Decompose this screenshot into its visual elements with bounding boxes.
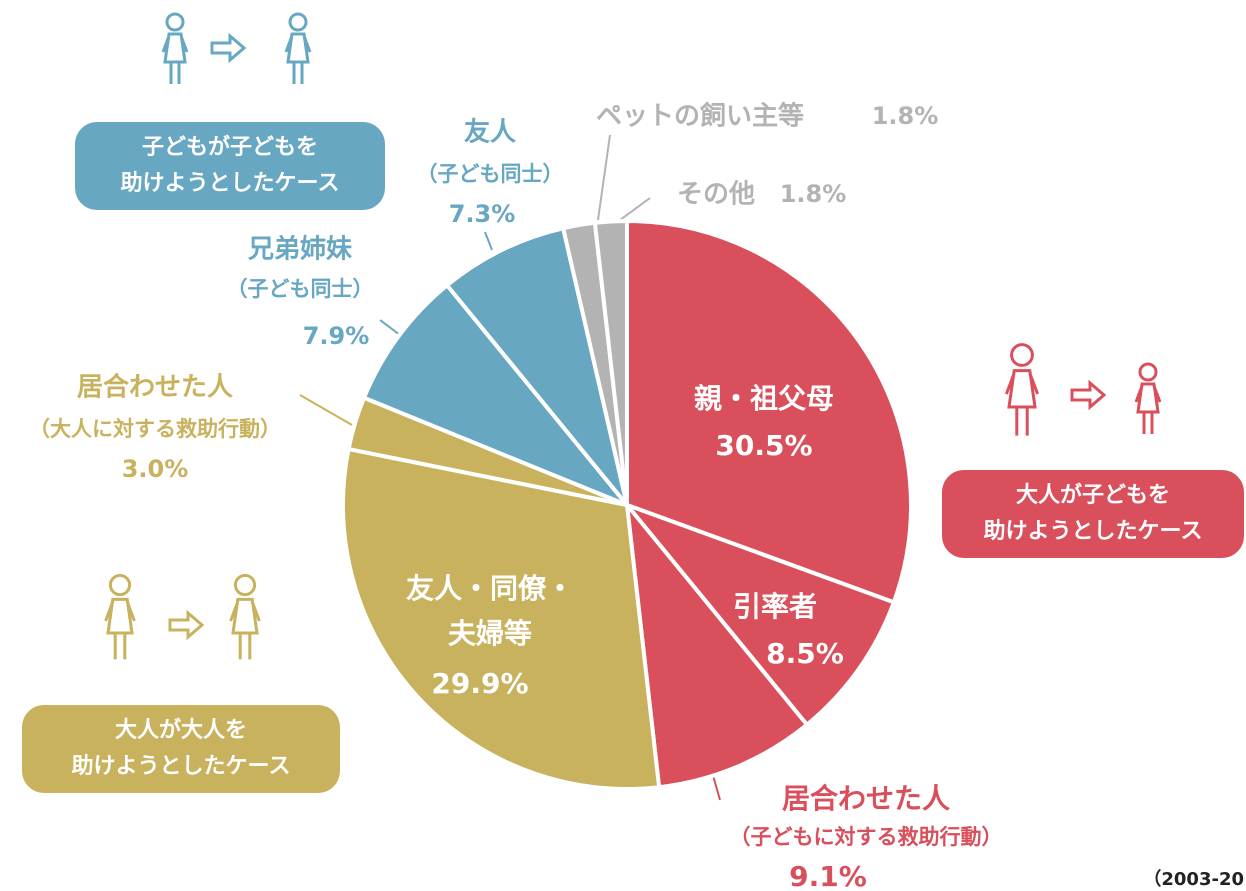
person-body: [161, 32, 189, 84]
slice-label: 親・祖父母: [694, 382, 834, 415]
leader-lines: [299, 134, 721, 801]
slice-label: 夫婦等: [448, 617, 532, 650]
slice-label: 友人: [464, 118, 516, 148]
person-body: [284, 32, 312, 84]
person-head: [1010, 343, 1034, 367]
pie-slice: [625, 503, 809, 790]
value-label: 1.8%: [780, 180, 847, 208]
slice-label: （子ども同士）: [417, 162, 564, 186]
person-head: [288, 12, 308, 32]
leader-line: [619, 197, 651, 221]
person-head: [165, 12, 185, 32]
value-label: 29.9%: [431, 667, 528, 700]
leader-line: [299, 394, 353, 426]
person-body: [229, 597, 261, 660]
leader-line: [379, 319, 401, 336]
slice-label: 兄弟姉妹: [248, 235, 352, 265]
pie-slice: [592, 219, 629, 507]
group-label: 大人が大人を: [115, 717, 247, 743]
slice-label: 引率者: [733, 590, 817, 623]
slice-label: ペットの飼い主等: [596, 101, 804, 132]
icons: [104, 12, 1162, 660]
person-body: [1004, 369, 1040, 436]
arrow: [210, 32, 247, 64]
group-box: [75, 122, 385, 210]
arrow: [168, 609, 205, 641]
slice-label: （大人に対する救助行動）: [29, 417, 281, 441]
pie-slice: [625, 219, 913, 605]
group-box: [942, 470, 1244, 558]
person-head: [1138, 362, 1158, 382]
group-label: 助けようとしたケース: [72, 754, 291, 779]
slice-label: （子ども同士）: [227, 277, 374, 301]
person-body: [104, 597, 136, 660]
leader-line: [484, 231, 493, 251]
person-head: [233, 573, 257, 597]
slice-label: 居合わせた人: [782, 782, 950, 815]
value-label: 7.3%: [449, 200, 516, 228]
group-label: 助けようとしたケース: [121, 171, 340, 196]
value-label: 8.5%: [766, 637, 844, 670]
slice-label: （子どもに対する救助行動）: [730, 825, 1003, 849]
value-label: 3.0%: [122, 455, 189, 483]
leader-line: [597, 134, 611, 221]
pie-slice: [341, 447, 662, 791]
group-label: 大人が子どもを: [1016, 482, 1170, 508]
group-box: [22, 705, 340, 793]
group-label: 子どもが子どもを: [142, 134, 318, 160]
value-label: 1.8%: [872, 102, 939, 130]
value-label: 30.5%: [715, 429, 812, 462]
person-body: [1134, 382, 1162, 434]
arrow: [1070, 379, 1107, 411]
group-label: 助けようとしたケース: [984, 519, 1203, 544]
person-head: [108, 573, 132, 597]
pie-slice: [362, 283, 629, 507]
pie-slice: [445, 226, 629, 507]
pie-slice: [625, 503, 896, 727]
slice-label: 友人・同僚・: [406, 572, 574, 605]
slice-label: その他: [677, 180, 755, 210]
value-label: 9.1%: [789, 860, 867, 891]
slice-label: 居合わせた人: [77, 372, 233, 403]
footnote: （2003-20: [1143, 869, 1244, 890]
value-label: 7.9%: [303, 322, 370, 350]
